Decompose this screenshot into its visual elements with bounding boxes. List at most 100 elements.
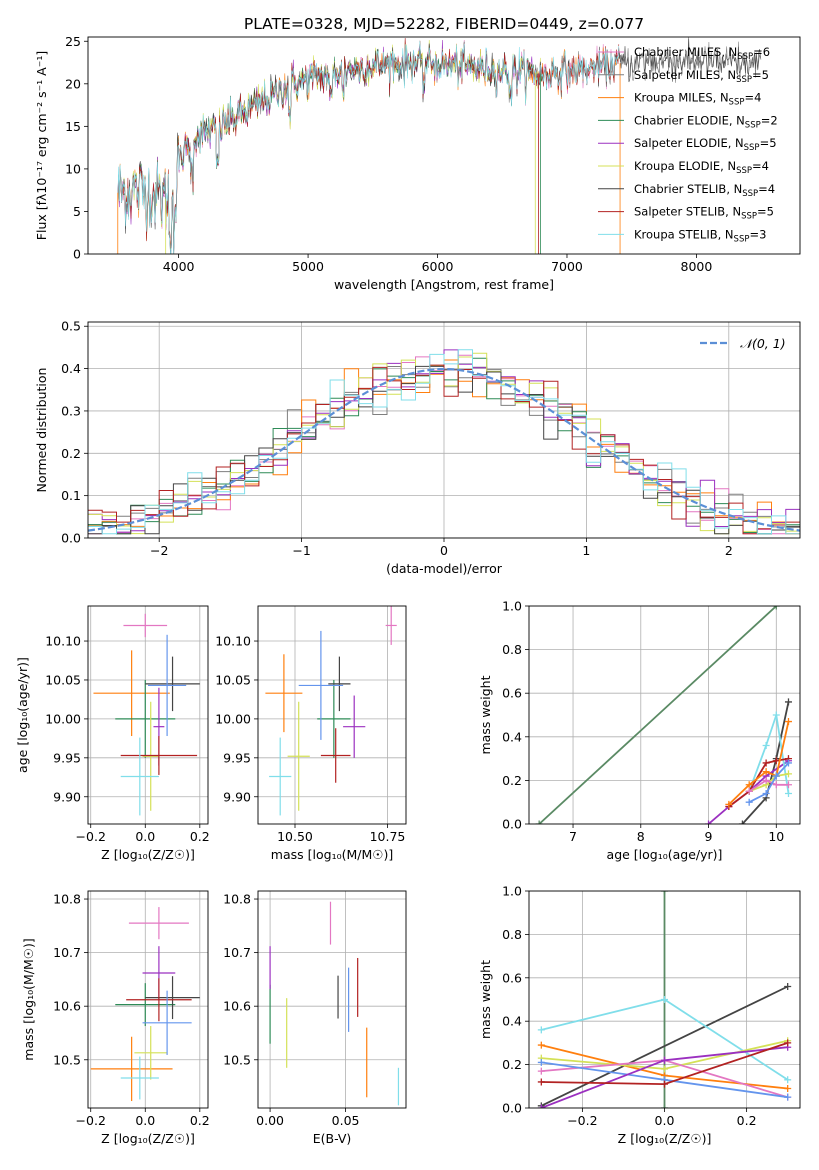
plot-area — [258, 606, 406, 824]
y-tick-label: 10.5 — [223, 1052, 251, 1067]
weight-marker — [762, 759, 770, 767]
x-tick-label: −1 — [292, 543, 310, 558]
weight-marker — [745, 781, 753, 789]
x-axis-label: wavelength [Angstrom, rest frame] — [334, 277, 554, 292]
y-tick-label: 0.6 — [502, 970, 522, 985]
x-tick-label: −2 — [150, 543, 168, 558]
legend-label: Salpeter ELODIE, NSSP=5 — [634, 136, 777, 153]
histogram-steps — [88, 364, 800, 535]
axes-frame: −0.2 0.0 0.2 9.90 9.95 10.00 10.05 10.10 Z [log₁… — [15, 605, 210, 862]
weight-marker — [537, 1041, 545, 1049]
weight-marker — [745, 798, 753, 806]
y-tick-label: 9.95 — [53, 750, 81, 765]
y-tick-label: 10.00 — [215, 711, 251, 726]
y-tick-label: 10 — [65, 161, 81, 176]
mass-vs-metallicity-panel: −0.2 0.0 0.2 10.5 10.6 10.7 10.8 Z [log₁₀(Z/Z☉)… — [21, 890, 210, 1146]
legend-subscript: SSP — [742, 189, 758, 199]
weight-marker — [784, 1076, 792, 1084]
y-axis-label: Flux [fλ10⁻¹⁷ erg cm⁻² s⁻¹ A⁻¹] — [34, 51, 49, 240]
weight-marker — [745, 787, 753, 795]
y-tick-label: 10.10 — [45, 634, 81, 649]
y-tick-label: 9.90 — [53, 789, 81, 804]
weight-marker — [784, 789, 792, 797]
legend-name: Chabrier ELODIE, N — [634, 113, 745, 127]
x-tick-label: 0.0 — [135, 829, 155, 844]
legend-label: Chabrier STELIB, NSSP=4 — [634, 182, 775, 199]
legend-count: =4 — [758, 182, 775, 196]
legend-label: Salpeter STELIB, NSSP=5 — [634, 205, 774, 222]
age-vs-metallicity-panel: −0.2 0.0 0.2 9.90 9.95 10.00 10.05 10.10 Z [log₁… — [15, 605, 210, 862]
age-vs-mass-panel: 10.50 10.75 9.90 9.95 10.00 10.05 10.10 mass [l… — [215, 605, 407, 862]
weight-line — [540, 985, 789, 1107]
legend-subscript: SSP — [741, 212, 757, 222]
x-tick-label: 0.00 — [256, 1113, 284, 1128]
weight-marker — [661, 996, 668, 1003]
x-tick-label: −0.2 — [76, 829, 106, 844]
axes-frame: 10.50 10.75 9.90 9.95 10.00 10.05 10.10 mass [l… — [215, 605, 407, 862]
y-tick-label: 0.3 — [61, 403, 81, 418]
legend-name: Salpeter MILES, N — [634, 68, 736, 82]
x-tick-label: 2 — [725, 543, 733, 558]
mass-vs-extinction-panel: 0.00 0.05 10.5 10.6 10.7 10.8 E(B-V) — [223, 890, 407, 1146]
y-tick-label: 0.2 — [61, 446, 81, 461]
y-tick-label: 1.0 — [502, 599, 522, 614]
weight-marker — [772, 711, 780, 719]
plot-area — [258, 891, 406, 1108]
legend-subscript: SSP — [737, 52, 753, 62]
legend-count: =5 — [757, 205, 774, 219]
y-tick-label: 10.05 — [215, 672, 251, 687]
y-tick-label: 0.4 — [502, 729, 522, 744]
weight-marker — [784, 770, 792, 778]
weight-marker — [537, 1058, 545, 1066]
y-tick-label: 10.6 — [53, 999, 81, 1014]
plot-area — [88, 606, 208, 824]
weight-marker — [661, 1104, 668, 1108]
weight-marker — [661, 1065, 668, 1073]
plot-area — [88, 322, 800, 538]
x-tick-label: 0.0 — [135, 1113, 155, 1128]
weight-marker — [772, 757, 780, 765]
x-tick-label: 10.75 — [370, 829, 406, 844]
weight-marker — [762, 776, 770, 784]
figure-title: PLATE=0328, MJD=52282, FIBERID=0449, z=0… — [244, 15, 644, 33]
y-tick-label: 15 — [65, 119, 81, 134]
axes-frame: −2 −1 0 1 2 0.0 0.1 0.2 0.3 0.4 0.5 (data-model)/er… — [34, 319, 801, 576]
x-axis-label: age [log₁₀(age/yr)] — [607, 847, 723, 862]
legend-name: Chabrier STELIB, N — [634, 182, 742, 196]
weight-marker — [762, 789, 770, 797]
weight-marker — [772, 606, 780, 610]
x-tick-label: 6000 — [422, 259, 454, 274]
y-tick-label: 0.6 — [502, 686, 522, 701]
legend-subscript: SSP — [729, 98, 745, 108]
weight-marker — [784, 781, 792, 789]
axes-box — [257, 605, 407, 825]
x-tick-label: 7 — [569, 829, 577, 844]
y-axis-label: mass weight — [478, 960, 493, 1039]
y-tick-label: 25 — [65, 34, 81, 49]
spectrum-line — [117, 40, 620, 254]
x-tick-label: 8000 — [681, 259, 713, 274]
plot-area — [529, 606, 800, 824]
y-tick-label: 10.10 — [215, 634, 251, 649]
legend-label: Salpeter MILES, NSSP=5 — [634, 68, 769, 85]
legend-subscript: SSP — [745, 120, 761, 130]
x-tick-label: 4000 — [163, 259, 195, 274]
legend-label: Kroupa MILES, NSSP=4 — [634, 91, 761, 108]
weight-marker — [772, 781, 780, 789]
axes-frame: 7 8 9 10 0.0 0.2 0.4 0.6 0.8 1.0 age [log₁₀(age/yr… — [478, 599, 801, 862]
legend-label: Kroupa ELODIE, NSSP=4 — [634, 159, 769, 176]
weight-marker — [784, 718, 792, 726]
y-tick-label: 0.0 — [502, 817, 522, 832]
y-tick-label: 0.4 — [502, 1014, 522, 1029]
x-tick-label: 0.2 — [737, 1113, 757, 1128]
legend-name: Salpeter STELIB, N — [634, 205, 741, 219]
legend-count: =2 — [761, 113, 778, 127]
weight-marker — [772, 772, 780, 780]
weight-marker — [738, 820, 746, 824]
x-tick-label: −0.2 — [76, 1113, 106, 1128]
y-tick-label: 10.8 — [223, 892, 251, 907]
y-axis-label: age [log₁₀(age/yr)] — [15, 657, 30, 773]
x-axis-label: E(B-V) — [313, 1131, 352, 1146]
y-tick-label: 5 — [73, 204, 81, 219]
